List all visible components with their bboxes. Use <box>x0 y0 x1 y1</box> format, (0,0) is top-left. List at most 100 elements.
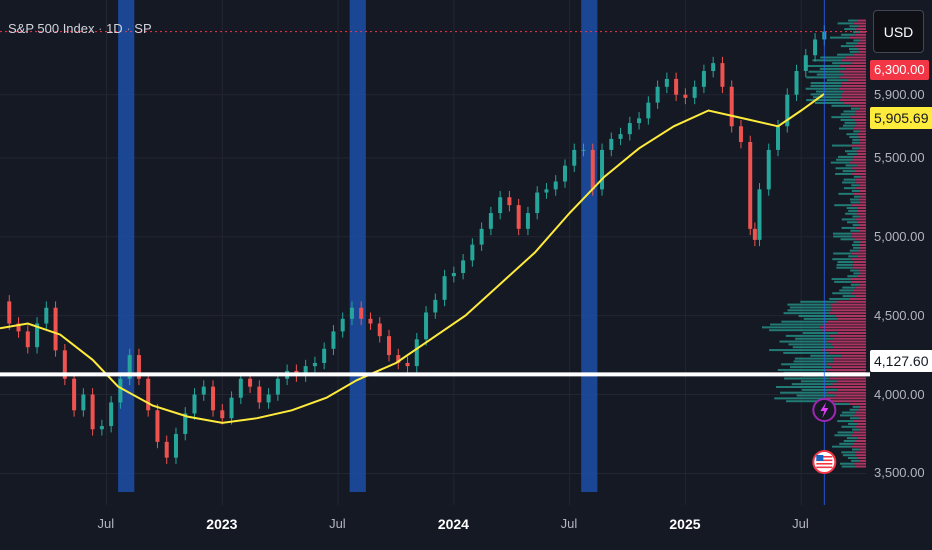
candle <box>813 39 818 56</box>
candle <box>461 260 466 274</box>
volume-profile-bar <box>841 82 866 85</box>
candle <box>405 362 410 367</box>
volume-profile-bar <box>810 82 842 85</box>
volume-profile-bar <box>842 96 866 99</box>
us-flag-icon[interactable] <box>812 450 837 474</box>
candle <box>146 378 151 411</box>
candle <box>451 273 456 277</box>
candle <box>692 86 697 98</box>
volume-profile-bar <box>796 394 835 397</box>
volume-profile-bar <box>827 320 866 323</box>
volume-profile-bar <box>858 209 866 212</box>
volume-profile-bar <box>852 167 866 170</box>
volume-profile-bar <box>858 47 866 50</box>
candle <box>396 355 401 363</box>
volume-profile-bar <box>846 437 858 440</box>
volume-profile-bar <box>851 459 860 462</box>
candle <box>155 410 160 442</box>
volume-profile-bar <box>857 437 866 440</box>
volume-profile-bar <box>857 133 866 136</box>
candle <box>90 394 95 430</box>
volume-profile-bar <box>833 360 866 363</box>
volume-profile-bar <box>831 366 866 369</box>
candle <box>109 402 114 427</box>
volume-profile-bar <box>851 434 866 437</box>
volume-profile-bar <box>842 295 856 298</box>
volume-profile-bar <box>859 428 866 431</box>
candle <box>655 86 660 103</box>
current-price-label: 6,300.00 <box>870 60 929 80</box>
volume-profile-bar <box>859 283 866 286</box>
candle <box>752 228 757 240</box>
volume-profile-bar <box>841 218 856 221</box>
candle <box>516 205 521 229</box>
candle <box>470 244 475 261</box>
symbol-name[interactable]: S&P 500 Index <box>8 21 95 36</box>
volume-profile-bar <box>859 215 866 218</box>
volume-profile-bar <box>860 272 866 275</box>
volume-profile-bar <box>848 255 859 258</box>
volume-profile-bar <box>775 386 826 389</box>
candle <box>674 78 679 95</box>
volume-profile-bar <box>784 377 830 380</box>
x-tick-label: Jul <box>560 516 578 531</box>
volume-profile-bar <box>850 201 860 204</box>
currency-button[interactable]: USD <box>873 10 924 53</box>
interval-label[interactable]: 1D <box>106 21 123 36</box>
volume-profile-bar <box>831 306 866 309</box>
volume-profile-bar <box>777 368 827 371</box>
volume-profile-bar <box>812 59 842 62</box>
volume-profile-bar <box>833 235 852 238</box>
flag-stripe <box>816 466 833 469</box>
volume-profile-bar <box>827 391 866 394</box>
volume-profile-bar <box>840 113 855 116</box>
candle <box>776 126 781 150</box>
volume-profile-bar <box>849 408 859 411</box>
volume-profile-bar <box>856 121 866 124</box>
candle <box>562 165 567 182</box>
volume-profile-bar <box>837 420 854 423</box>
flag-canton <box>816 455 824 461</box>
volume-profile-bar <box>837 388 866 391</box>
y-tick-label: 5,900.00 <box>874 86 925 102</box>
volume-profile-bar <box>850 144 866 147</box>
volume-profile-bar <box>855 454 866 457</box>
volume-profile-bar <box>845 150 857 153</box>
y-tick-label: 3,500.00 <box>874 465 925 481</box>
volume-profile-bar <box>830 161 851 164</box>
volume-profile-bar <box>801 380 837 383</box>
volume-profile-bar <box>837 431 854 434</box>
volume-profile-bar <box>855 439 866 442</box>
candle <box>118 378 123 403</box>
exchange-label: SP <box>134 21 152 36</box>
candle <box>7 301 12 324</box>
volume-profile-bar <box>850 269 859 272</box>
volume-profile-bar <box>813 96 843 99</box>
volume-profile-bar <box>843 124 856 127</box>
volume-profile-bar <box>837 332 866 335</box>
x-tick-label: 2023 <box>206 516 238 532</box>
x-tick-label: 2025 <box>669 516 701 532</box>
volume-profile-bar <box>831 116 851 119</box>
volume-profile-bar <box>838 87 866 90</box>
volume-profile-bar <box>795 337 835 340</box>
volume-profile-bar <box>781 320 828 323</box>
candle <box>646 102 651 119</box>
volume-profile-bar <box>852 266 866 269</box>
volume-profile-bar <box>855 411 866 414</box>
volume-profile-bar <box>859 459 866 462</box>
volume-profile-bar <box>855 465 866 468</box>
volume-profile-bar <box>837 261 854 264</box>
volume-profile-bar <box>831 278 851 281</box>
candle <box>368 318 373 324</box>
earnings-event-marker <box>812 398 837 422</box>
volume-profile-bar <box>858 408 866 411</box>
volume-profile-bar <box>848 209 859 212</box>
volume-profile-bar <box>851 184 860 187</box>
volume-profile-bar <box>854 113 866 116</box>
volume-profile-bar <box>853 127 866 130</box>
volume-profile-bar <box>828 351 866 354</box>
candle <box>442 276 447 300</box>
